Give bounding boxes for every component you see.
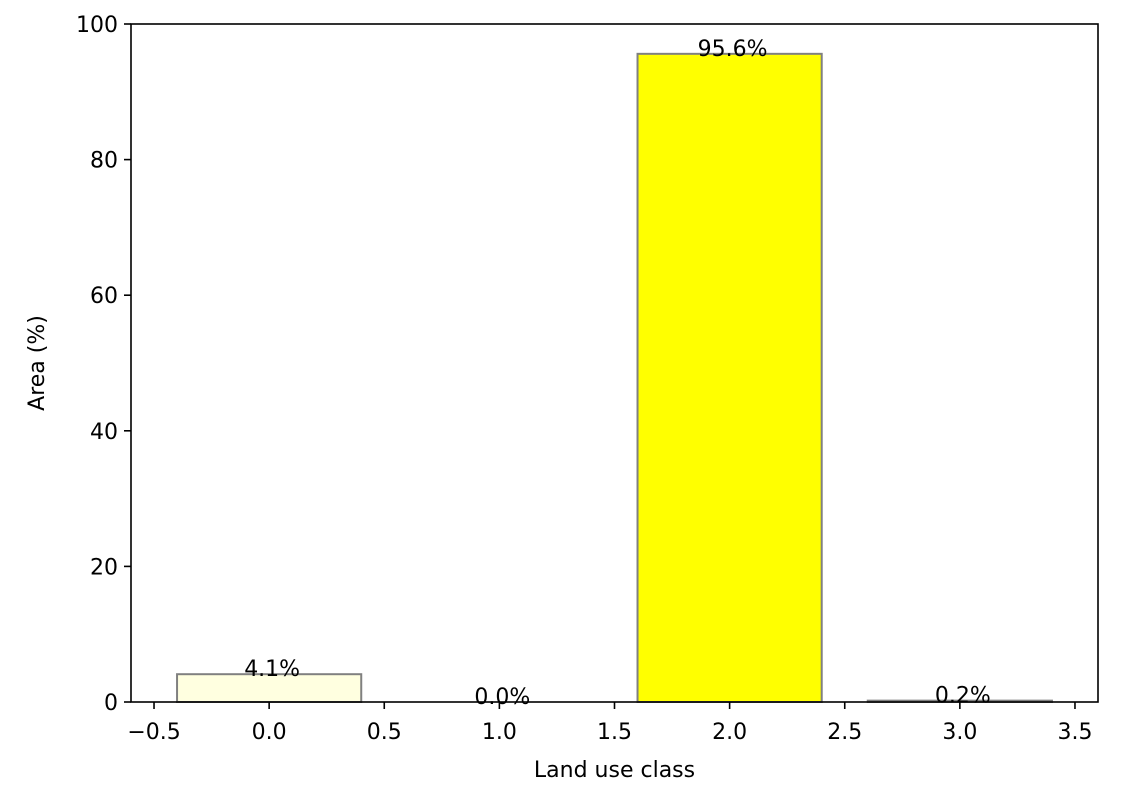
x-tick-label-2: 0.5 <box>367 720 402 745</box>
bars-group <box>176 52 1053 704</box>
x-tick-label-6: 2.5 <box>827 720 862 745</box>
y-tick-label-3: 60 <box>90 284 118 309</box>
x-tick-label-7: 3.0 <box>942 720 977 745</box>
plot-frame <box>130 23 1099 703</box>
data-label-1: 0.0% <box>474 685 530 710</box>
bar-2 <box>636 52 823 704</box>
y-tick-label-4: 80 <box>90 149 118 174</box>
data-labels-group: 4.1% 0.0% 95.6% 0.2% <box>244 37 991 710</box>
y-tick-label-2: 40 <box>90 420 118 445</box>
data-label-0: 4.1% <box>244 657 300 682</box>
x-axis-ticks: −0.5 0.0 0.5 1.0 1.5 2.0 2.5 3.0 3.5 <box>127 702 1092 745</box>
x-tick-label-0: −0.5 <box>127 720 180 745</box>
data-label-2: 95.6% <box>698 37 768 62</box>
y-tick-label-1: 20 <box>90 555 118 580</box>
y-axis-ticks: 0 20 40 60 80 100 <box>76 13 131 716</box>
x-tick-label-1: 0.0 <box>252 720 287 745</box>
x-tick-label-4: 1.5 <box>597 720 632 745</box>
x-tick-label-5: 2.0 <box>712 720 747 745</box>
x-tick-label-8: 3.5 <box>1057 720 1092 745</box>
y-axis-label: Area (%) <box>25 315 50 411</box>
x-axis-label: Land use class <box>534 758 695 783</box>
y-tick-label-0: 0 <box>104 691 118 716</box>
data-label-3: 0.2% <box>935 684 991 709</box>
y-tick-label-5: 100 <box>76 13 118 38</box>
x-tick-label-3: 1.0 <box>482 720 517 745</box>
